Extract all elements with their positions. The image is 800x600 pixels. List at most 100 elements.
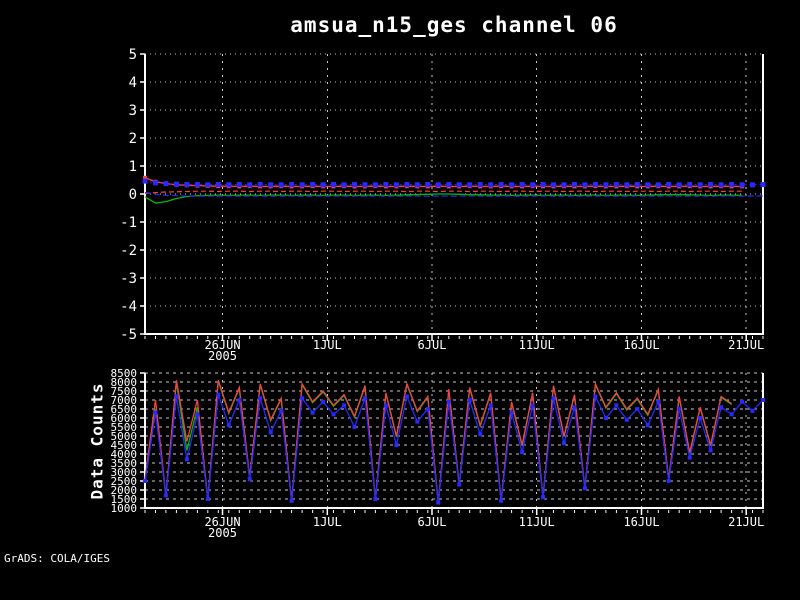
blue-marker-line-marker [551, 396, 556, 401]
y-tick-label: -4 [120, 299, 137, 315]
blue-marker-line-marker [656, 399, 661, 404]
blue-marker-line-marker [143, 479, 147, 483]
blue-marker-line-marker [373, 497, 378, 501]
x-tick-label: 21JUL [728, 515, 764, 529]
blue-marker-line-marker [750, 408, 755, 413]
y-tick-label: 2000 [111, 484, 138, 497]
blue-marker-line-marker [300, 396, 305, 401]
y-tick-label: 1000 [111, 502, 138, 515]
x-tick-label: 6JUL [418, 515, 447, 529]
x-tick-label: 16JUL [623, 338, 659, 352]
blue-marker-line-marker [697, 182, 703, 188]
y-tick-label: 7500 [111, 385, 138, 398]
blue-marker-line-marker [582, 486, 587, 491]
blue-marker-line-marker [247, 477, 252, 482]
blue-marker-line-marker [289, 498, 294, 503]
y-tick-label: -1 [120, 215, 137, 231]
blue-marker-line-marker [603, 416, 608, 420]
blue-marker-line-marker [363, 396, 367, 401]
blue-marker-line-marker [310, 182, 316, 187]
blue-marker-line-marker [582, 182, 588, 188]
x-tick-label: 11JUL [519, 338, 555, 352]
blue-marker-line-marker [184, 182, 190, 187]
blue-marker-line-marker [289, 182, 295, 187]
y-tick-label: 3 [129, 103, 137, 119]
blue-marker-line-marker [425, 182, 431, 187]
blue-marker-line-marker [435, 182, 441, 188]
x-tick-label: 21JUL [728, 338, 764, 352]
y-tick-label: 5 [129, 47, 137, 63]
y-tick-label: 6500 [111, 403, 138, 416]
blue-marker-line-marker [666, 479, 671, 483]
blue-marker-line-marker [393, 182, 399, 188]
blue-marker-line-marker [562, 441, 566, 446]
blue-marker-line-marker [216, 392, 221, 397]
blue-marker-line-marker [478, 432, 483, 437]
blue-marker-line-marker [572, 405, 577, 410]
blue-marker-line-marker [592, 182, 598, 187]
blue-marker-line-marker [467, 182, 473, 188]
blue-marker-line-marker [278, 182, 284, 188]
blue-marker-line-marker [719, 405, 724, 410]
blue-marker-line-marker [687, 182, 693, 187]
blue-marker-line-marker [477, 182, 483, 187]
blue-marker-line-marker [436, 500, 441, 505]
y-tick-label: 1 [129, 159, 137, 175]
y-tick-label: 6000 [111, 412, 138, 425]
blue-marker-line-marker [698, 416, 703, 420]
blue-marker-line-marker [677, 407, 682, 411]
y-tick-label: 2 [129, 131, 137, 147]
blue-marker-line-marker [320, 182, 326, 188]
x-tick-label: 6JUL [418, 338, 447, 352]
x-tick-label: 1JUL [313, 338, 342, 352]
blue-marker-line-marker [708, 448, 713, 453]
blue-marker-line-marker [268, 182, 274, 188]
blue-marker-line-marker [184, 457, 189, 462]
blue-marker-line-marker [383, 403, 388, 408]
blue-marker-line-marker [226, 182, 232, 188]
green-line [144, 193, 743, 204]
blue-marker-line-marker [541, 495, 545, 500]
y-tick-label: 4 [129, 75, 137, 91]
y-tick-label: 2500 [111, 475, 138, 488]
blue-marker-line-marker [530, 403, 535, 408]
blue-marker-line-marker [341, 182, 347, 188]
blue-marker-line-marker [383, 182, 389, 187]
blue-marker-line-marker [404, 182, 410, 187]
blue-marker-line-marker [215, 182, 221, 187]
red-marker-line [144, 177, 743, 188]
blue-marker-line-marker [268, 430, 273, 435]
blue-marker-line-marker [499, 498, 504, 503]
blue-marker-line-marker [645, 423, 650, 428]
y-tick-label: 5500 [111, 421, 138, 434]
y-tick-label: 8500 [111, 367, 138, 380]
blue-marker-line-marker [467, 398, 472, 402]
blue-marker-line-marker [718, 182, 724, 188]
blue-marker-line-marker [561, 182, 567, 188]
blue-marker-line-marker [194, 182, 200, 187]
blue-marker-line-marker [614, 403, 619, 408]
y-tick-label: 3000 [111, 466, 138, 479]
grads-watermark: GrADS: COLA/IGES [4, 552, 110, 565]
blue-marker-line-marker [634, 182, 640, 187]
blue-marker-line-marker [645, 182, 651, 188]
blue-marker-line-marker [446, 182, 452, 187]
blue-marker-line-marker [205, 497, 210, 501]
blue-marker-line-marker [530, 182, 536, 188]
blue-marker-line-marker [331, 182, 336, 187]
blue-marker-line-marker [740, 399, 745, 404]
blue-marker-line-marker [236, 182, 242, 187]
y-tick-label: 0 [129, 187, 137, 203]
blue-marker-line-marker [163, 181, 169, 187]
blue-marker-line-marker [624, 182, 630, 188]
blue-marker-line-marker [624, 417, 629, 422]
x-tick-label: 26JUN [204, 515, 240, 529]
blue-marker-line-marker [394, 443, 399, 447]
blue-marker-line-marker [257, 182, 263, 187]
blue-marker-line-marker [237, 398, 242, 402]
y-tick-label: 4500 [111, 439, 138, 452]
blue-marker-line-marker [613, 182, 619, 187]
blue-marker-line-marker [519, 182, 525, 187]
blue-marker-line-marker [676, 182, 682, 188]
